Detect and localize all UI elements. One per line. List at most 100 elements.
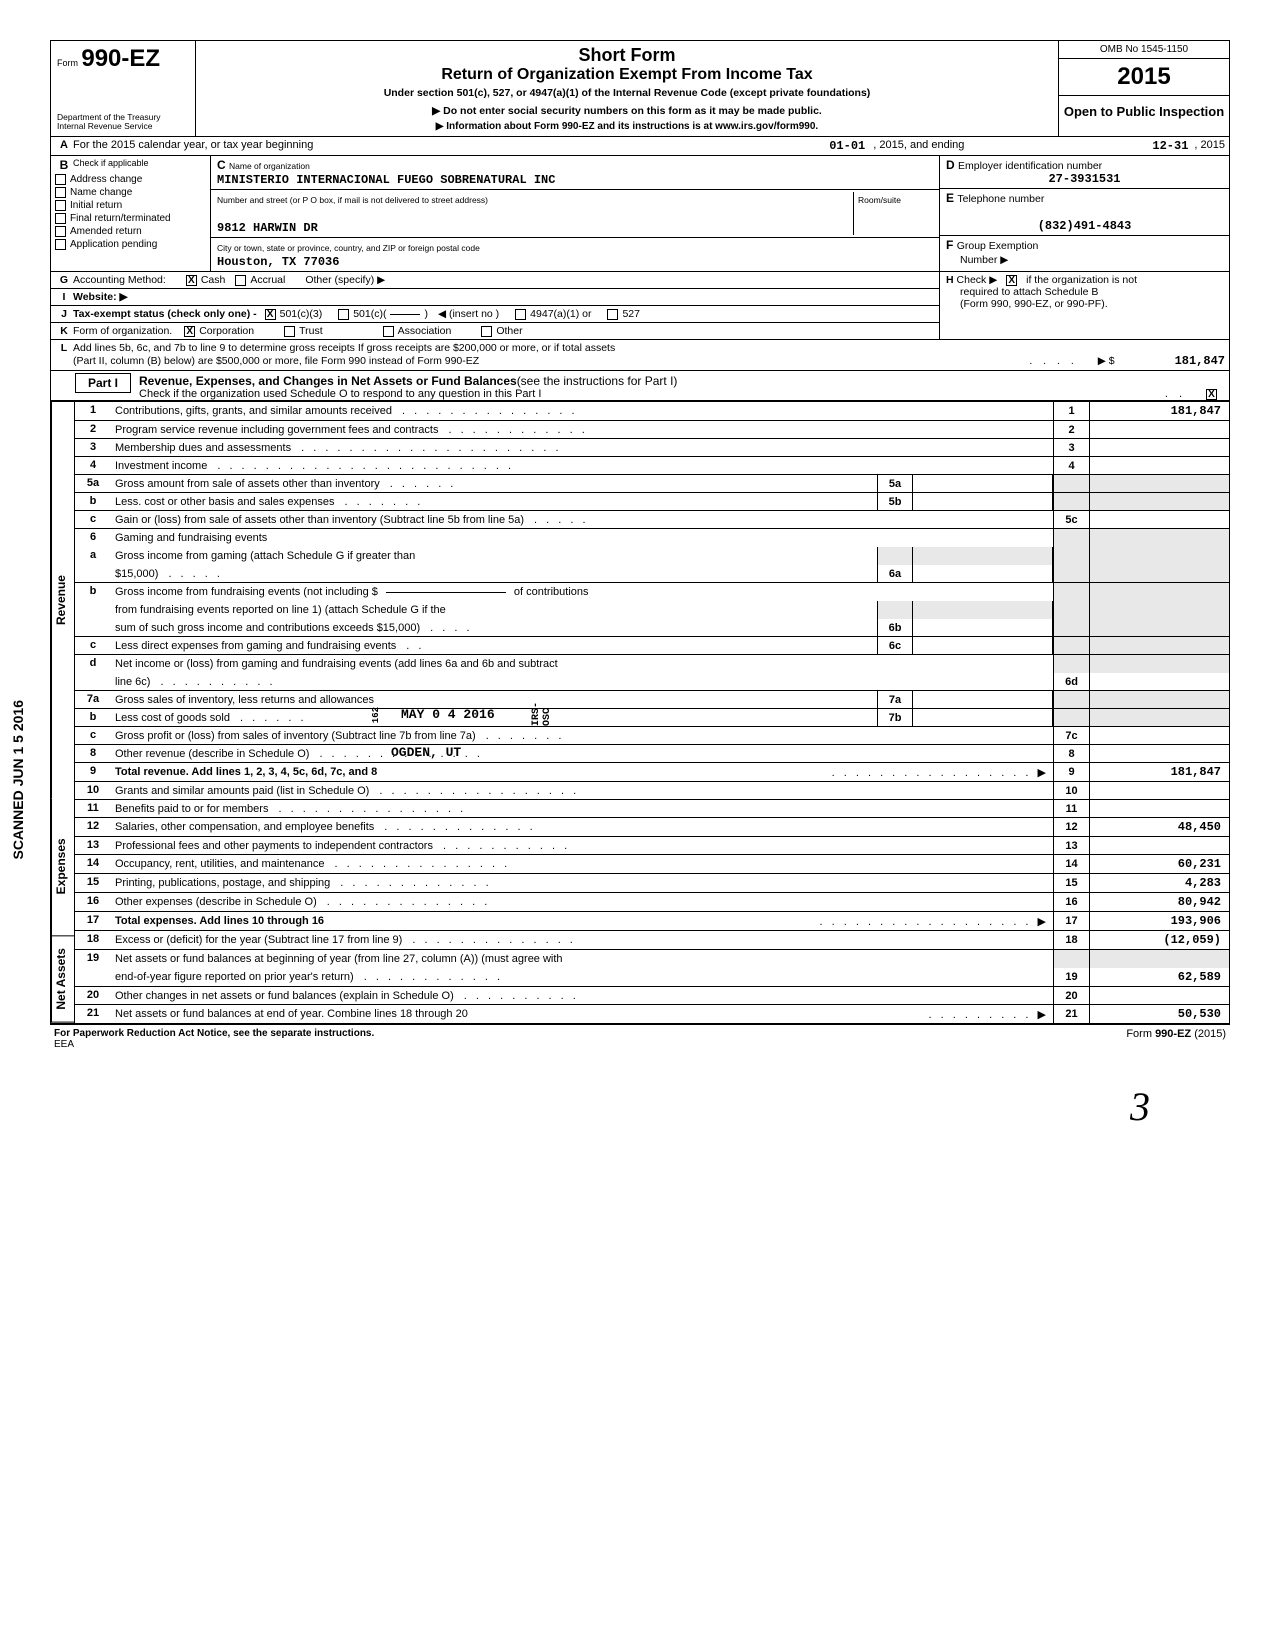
- label-a: A: [55, 139, 73, 153]
- label-g: G: [55, 274, 73, 286]
- ein-cell: D Employer identification number 27-3931…: [940, 156, 1229, 189]
- line-6b-2: from fundraising events reported on line…: [75, 601, 1229, 619]
- val-16: 80,942: [1089, 893, 1229, 911]
- cb-501c[interactable]: [338, 309, 349, 320]
- title-return: Return of Organization Exempt From Incom…: [206, 66, 1048, 84]
- stamp-scanned-left: SCANNED JUN 1 5 2016: [10, 700, 26, 860]
- ghijk-block: G Accounting Method: Cash Accrual Other …: [51, 272, 1229, 339]
- bcdef-block: BCheck if applicable Address change Name…: [51, 156, 1229, 272]
- cb-cash[interactable]: [186, 275, 197, 286]
- cb-accrual[interactable]: [235, 275, 246, 286]
- addr-cell: Number and street (or P O box, if mail i…: [211, 190, 939, 238]
- val-8: [1089, 745, 1229, 762]
- cb-final-return[interactable]: Final return/terminated: [55, 213, 206, 224]
- phone-cell: E Telephone number (832)491-4843: [940, 189, 1229, 236]
- line-7a: 7a Gross sales of inventory, less return…: [75, 691, 1229, 709]
- line-19-1: 19 Net assets or fund balances at beginn…: [75, 950, 1229, 968]
- form-title-block: Short Form Return of Organization Exempt…: [196, 41, 1059, 136]
- h-text3: required to attach Schedule B: [946, 286, 1098, 298]
- cb-501c3[interactable]: [265, 309, 276, 320]
- line-6b-3: sum of such gross income and contributio…: [75, 619, 1229, 637]
- form-header: Form 990-EZ Department of the Treasury I…: [50, 40, 1230, 137]
- cb-corporation[interactable]: [184, 326, 195, 337]
- val-6d: [1089, 673, 1229, 690]
- line-j: J Tax-exempt status (check only one) - 5…: [51, 306, 939, 323]
- val-9: 181,847: [1089, 763, 1229, 781]
- label-revenue: Revenue: [51, 402, 74, 798]
- line-2: 2 Program service revenue including gove…: [75, 421, 1229, 439]
- val-4: [1089, 457, 1229, 474]
- city-state-zip: Houston, TX 77036: [217, 255, 339, 269]
- val-13: [1089, 837, 1229, 854]
- val-7b: [913, 709, 1053, 726]
- footer-form-id: Form 990-EZ (2015): [1126, 1028, 1226, 1050]
- arrow-info: ▶ Information about Form 990-EZ and its …: [206, 121, 1048, 132]
- cb-name-change[interactable]: Name change: [55, 187, 206, 198]
- i-text: Website: ▶: [73, 291, 128, 303]
- cb-trust[interactable]: [284, 326, 295, 337]
- tax-year: 2015: [1059, 59, 1229, 96]
- cb-association[interactable]: [383, 326, 394, 337]
- org-name-cell: C Name of organization MINISTERIO INTERN…: [211, 156, 939, 190]
- b-header: Check if applicable: [73, 158, 149, 172]
- part1-check-text: Check if the organization used Schedule …: [139, 388, 541, 400]
- h-text4: (Form 990, 990-EZ, or 990-PF).: [946, 298, 1108, 310]
- line-4: 4 Investment income. . . . . . . . . . .…: [75, 457, 1229, 475]
- l-text1: Add lines 5b, 6c, and 7b to line 9 to de…: [73, 342, 615, 354]
- cb-application-pending[interactable]: Application pending: [55, 239, 206, 250]
- cb-address-change[interactable]: Address change: [55, 174, 206, 185]
- l-text2: (Part II, column (B) below) are $500,000…: [73, 355, 479, 367]
- val-6b: [913, 619, 1053, 636]
- addr-label: Number and street (or P O box, if mail i…: [217, 195, 488, 205]
- lines-area: 1 Contributions, gifts, grants, and simi…: [75, 402, 1229, 1023]
- line-14: 14 Occupancy, rent, utilities, and maint…: [75, 855, 1229, 874]
- stamp-may: MAY 0 4 2016: [401, 707, 495, 722]
- label-k: K: [55, 325, 73, 337]
- val-7a: [913, 691, 1053, 708]
- cb-527[interactable]: [607, 309, 618, 320]
- val-21: 50,530: [1089, 1005, 1229, 1023]
- city-cell: City or town, state or province, country…: [211, 238, 939, 271]
- entity-info-block: A For the 2015 calendar year, or tax yea…: [50, 137, 1230, 371]
- page-number: 3: [50, 1083, 1230, 1130]
- g-other: Other (specify) ▶: [305, 274, 385, 286]
- line-20: 20 Other changes in net assets or fund b…: [75, 987, 1229, 1005]
- cb-4947[interactable]: [515, 309, 526, 320]
- line-a-mid: , 2015, and ending: [873, 139, 964, 153]
- org-name-label: Name of organization: [229, 161, 310, 171]
- city-label: City or town, state or province, country…: [217, 243, 480, 253]
- label-d: D: [946, 158, 955, 172]
- val-12: 48,450: [1089, 818, 1229, 836]
- cb-initial-return[interactable]: Initial return: [55, 200, 206, 211]
- val-2: [1089, 421, 1229, 438]
- line-6d-1: d Net income or (loss) from gaming and f…: [75, 655, 1229, 673]
- line-18: 18 Excess or (deficit) for the year (Sub…: [75, 931, 1229, 950]
- line-5a: 5a Gross amount from sale of assets othe…: [75, 475, 1229, 493]
- form-label: Form: [57, 58, 78, 68]
- val-5c: [1089, 511, 1229, 528]
- l-value: 181,847: [1175, 354, 1225, 368]
- dept-irs: Internal Revenue Service: [57, 122, 189, 131]
- cb-amended-return[interactable]: Amended return: [55, 226, 206, 237]
- label-f: F: [946, 238, 953, 252]
- stamp-162: 162: [371, 707, 381, 723]
- room-label: Room/suite: [858, 195, 901, 205]
- k-text: Form of organization.: [73, 325, 172, 337]
- cb-schedule-o[interactable]: [1206, 389, 1217, 400]
- line-6d-2: line 6c). . . . . . . . . . 6d: [75, 673, 1229, 691]
- line-h: H Check ▶ if the organization is not req…: [939, 272, 1229, 339]
- line-g: G Accounting Method: Cash Accrual Other …: [51, 272, 939, 289]
- line-9: 9 Total revenue. Add lines 1, 2, 3, 4, 5…: [75, 763, 1229, 782]
- cb-schedule-b[interactable]: [1006, 275, 1017, 286]
- footer-paperwork: For Paperwork Reduction Act Notice, see …: [54, 1028, 374, 1039]
- val-19: 62,589: [1089, 968, 1229, 986]
- omb-number: OMB No 1545-1150: [1059, 41, 1229, 59]
- cb-other-org[interactable]: [481, 326, 492, 337]
- period-end: 12-31: [1152, 139, 1188, 153]
- form-id-block: Form 990-EZ Department of the Treasury I…: [51, 41, 196, 136]
- line-6c: c Less direct expenses from gaming and f…: [75, 637, 1229, 655]
- val-6a: [913, 565, 1053, 582]
- line-16: 16 Other expenses (describe in Schedule …: [75, 893, 1229, 912]
- label-l: L: [55, 342, 73, 354]
- section-b: BCheck if applicable Address change Name…: [51, 156, 211, 271]
